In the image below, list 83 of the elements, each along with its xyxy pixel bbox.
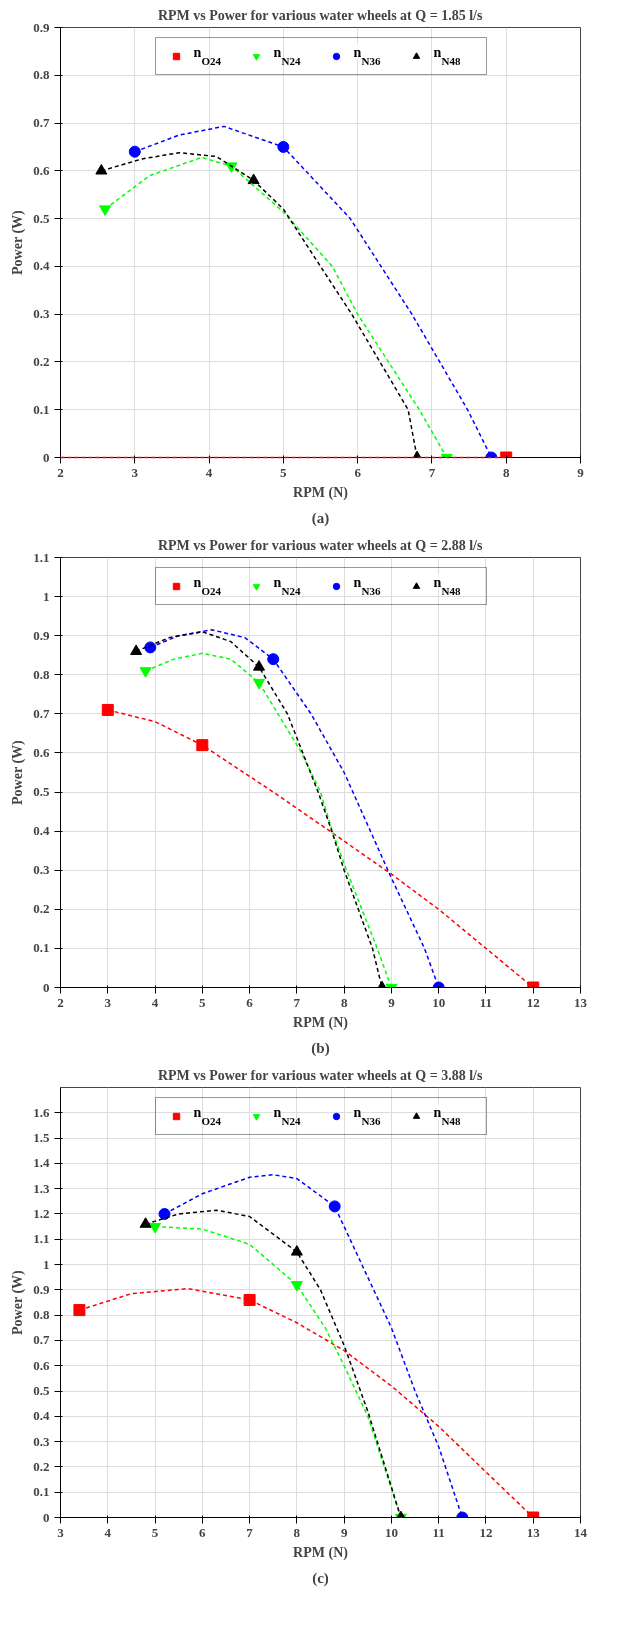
- y-tick-label: 0.6: [33, 1357, 50, 1373]
- x-tick-label: 5: [151, 1524, 159, 1540]
- y-tick-label: 0: [43, 1509, 50, 1525]
- x-tick-label: 10: [432, 994, 446, 1010]
- y-tick-label: 0.8: [33, 67, 50, 83]
- x-tick-label: 6: [354, 464, 362, 480]
- x-axis-title: RPM (N): [293, 1544, 349, 1561]
- x-tick-label: 3: [57, 1524, 65, 1540]
- x-tick-label: 8: [293, 1524, 301, 1540]
- x-tick-label: 2: [57, 994, 64, 1010]
- y-tick-label: 1: [43, 588, 50, 604]
- y-tick-label: 0.1: [33, 401, 50, 417]
- y-tick-label: 1: [43, 1256, 50, 1272]
- y-tick-label: 0.9: [33, 1281, 50, 1297]
- y-tick-label: 1.1: [33, 1231, 50, 1247]
- y-axis-title: Power (W): [10, 739, 27, 805]
- x-tick-label: 7: [428, 464, 436, 480]
- x-tick-label: 6: [246, 994, 254, 1010]
- y-tick-label: 0.7: [33, 1332, 50, 1348]
- x-tick-label: 9: [388, 994, 396, 1010]
- x-tick-label: 5: [280, 464, 288, 480]
- y-tick-label: 0.5: [33, 784, 50, 800]
- x-axis-title: RPM (N): [293, 484, 349, 501]
- y-tick-label: 1.2: [33, 1205, 50, 1221]
- y-tick-label: 1.5: [33, 1130, 50, 1146]
- y-tick-label: 0.3: [33, 862, 50, 878]
- x-tick-label: 12: [526, 994, 540, 1010]
- y-tick-label: 0.3: [33, 1433, 50, 1449]
- x-tick-label: 7: [293, 994, 301, 1010]
- x-tick-label: 8: [502, 464, 510, 480]
- y-tick-label: 0.9: [33, 19, 50, 35]
- y-tick-label: 0.4: [33, 1408, 50, 1424]
- chart-title: RPM vs Power for various water wheels at Q = 2.88 l/s: [157, 537, 483, 553]
- y-tick-label: 0.2: [33, 353, 50, 369]
- y-tick-label: 0.4: [33, 258, 50, 274]
- y-tick-label: 0.2: [33, 1458, 50, 1474]
- y-tick-label: 0: [43, 449, 50, 465]
- x-tick-label: 11: [432, 1524, 445, 1540]
- chart-title: RPM vs Power for various water wheels at Q = 3.88 l/s: [157, 1067, 483, 1083]
- y-tick-label: 0.9: [33, 627, 50, 643]
- text: (a): [311, 509, 330, 527]
- x-tick-label: 9: [340, 1524, 348, 1540]
- x-tick-label: 13: [574, 994, 588, 1010]
- chart-title: RPM vs Power for various water wheels at Q = 1.85 l/s: [157, 7, 483, 23]
- text: (b): [311, 1039, 330, 1057]
- y-tick-label: 0.8: [33, 1307, 50, 1323]
- y-tick-label: 1.1: [33, 549, 50, 565]
- x-tick-label: 8: [340, 994, 348, 1010]
- y-tick-label: 0.6: [33, 744, 50, 760]
- y-tick-label: 0.1: [33, 940, 50, 956]
- y-axis-title: Power (W): [10, 209, 27, 275]
- y-tick-label: 0.7: [33, 115, 50, 131]
- x-tick-label: 11: [479, 994, 493, 1010]
- y-tick-label: 0.6: [33, 162, 50, 178]
- y-tick-label: 1.6: [33, 1104, 50, 1120]
- y-tick-label: 0.2: [33, 901, 50, 917]
- y-tick-label: 0.5: [33, 1383, 50, 1399]
- x-tick-label: 4: [104, 1524, 112, 1540]
- x-tick-label: 3: [104, 994, 112, 1010]
- y-tick-label: 1.3: [33, 1180, 50, 1196]
- y-tick-label: 0.7: [33, 705, 50, 721]
- x-tick-label: 4: [151, 994, 159, 1010]
- x-tick-label: 2: [57, 464, 64, 480]
- y-tick-label: 1.4: [33, 1155, 50, 1171]
- y-tick-label: 0.8: [33, 666, 50, 682]
- x-tick-label: 12: [479, 1524, 493, 1540]
- x-tick-label: 9: [577, 464, 585, 480]
- x-tick-label: 6: [199, 1524, 207, 1540]
- y-tick-label: 0: [43, 979, 50, 995]
- x-tick-label: 5: [199, 994, 207, 1010]
- y-axis-title: Power (W): [10, 1269, 27, 1335]
- text: (c): [312, 1569, 329, 1587]
- x-tick-label: 7: [246, 1524, 254, 1540]
- x-tick-label: 4: [205, 464, 213, 480]
- x-tick-label: 14: [574, 1524, 588, 1540]
- x-axis-title: RPM (N): [293, 1014, 349, 1031]
- y-tick-label: 0.1: [33, 1484, 50, 1500]
- y-tick-label: 0.3: [33, 306, 50, 322]
- x-tick-label: 3: [131, 464, 139, 480]
- x-tick-label: 10: [384, 1524, 398, 1540]
- y-tick-label: 0.4: [33, 823, 50, 839]
- y-tick-label: 0.5: [33, 210, 50, 226]
- x-tick-label: 13: [526, 1524, 541, 1540]
